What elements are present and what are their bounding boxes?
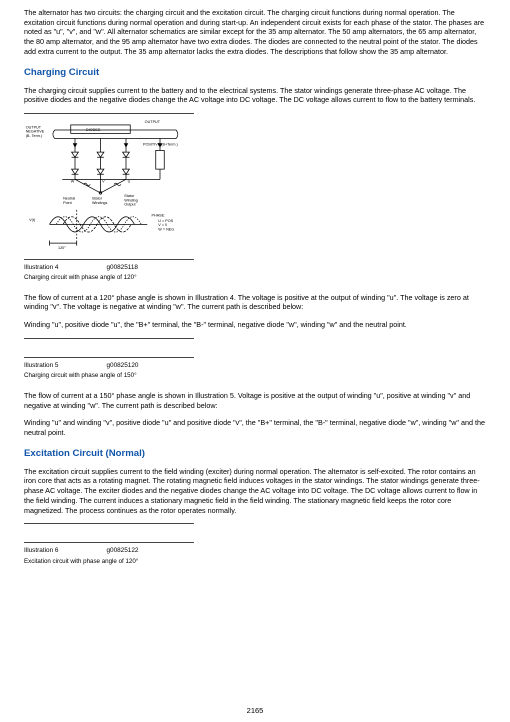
charging-p1: The charging circuit supplies current to… [24,86,486,105]
waveform: V(t) 120° [29,210,147,250]
charging-p2: The flow of current at a 120° phase angl… [24,293,486,312]
circuit-diagram-svg: .s { stroke:#000; stroke-width:0.9; fill… [24,118,194,250]
divider [24,357,194,358]
charging-circuit-heading: Charging Circuit [24,67,486,80]
label-neutral-point: NeutralPoint [63,197,75,205]
charging-p3: Winding "u", positive diode "u", the "B+… [24,320,486,330]
stator-wye: W V U [71,179,131,194]
illustration-5-code: g00825120 [106,362,138,371]
intro-paragraph: The alternator has two circuits: the cha… [24,8,486,57]
circuit-diagram: .s { stroke:#000; stroke-width:0.9; fill… [24,118,194,253]
illustration-6-label: Illustration 6 [24,547,58,556]
label-output-negative: OUTPUT NEGATIVE (B- Term.) [26,125,46,138]
divider [24,259,194,260]
svg-text:V: V [102,180,105,184]
divider [24,113,194,114]
excitation-circuit-heading: Excitation Circuit (Normal) [24,448,486,461]
divider [24,542,194,543]
label-stator-windings: StatorWindings [92,197,107,205]
label-output-positive: OUTPUT [145,120,161,124]
label-stator-winding-output: StatorWindingOutput [124,194,138,206]
svg-text:U: U [128,180,131,184]
illustration-4-code: g00825118 [106,264,138,273]
divider [24,338,194,339]
divider [24,523,194,524]
svg-text:V(t): V(t) [29,218,36,222]
illustration-5-label: Illustration 5 [24,362,58,371]
label-phase: PHASE: U = POS V = 0 W = NEG [151,214,174,232]
illustration-6-subcaption: Excitation circuit with phase angle of 1… [24,558,486,566]
excitation-p1: The excitation circuit supplies current … [24,467,486,516]
illustration-5-subcaption: Charging circuit with phase angle of 150… [24,372,486,380]
label-angle: 120° [58,246,66,250]
svg-text:W: W [71,180,75,184]
page-number: 2165 [0,706,510,716]
label-diodes: DIODES [86,128,101,132]
illustration-4-subcaption: Charging circuit with phase angle of 120… [24,274,486,282]
charging-p4: The flow of current at a 150° phase angl… [24,391,486,410]
charging-p5: Winding "u" and winding "v", positive di… [24,418,486,437]
illustration-4-label: Illustration 4 [24,264,58,273]
illustration-6-code: g00825122 [106,547,138,556]
